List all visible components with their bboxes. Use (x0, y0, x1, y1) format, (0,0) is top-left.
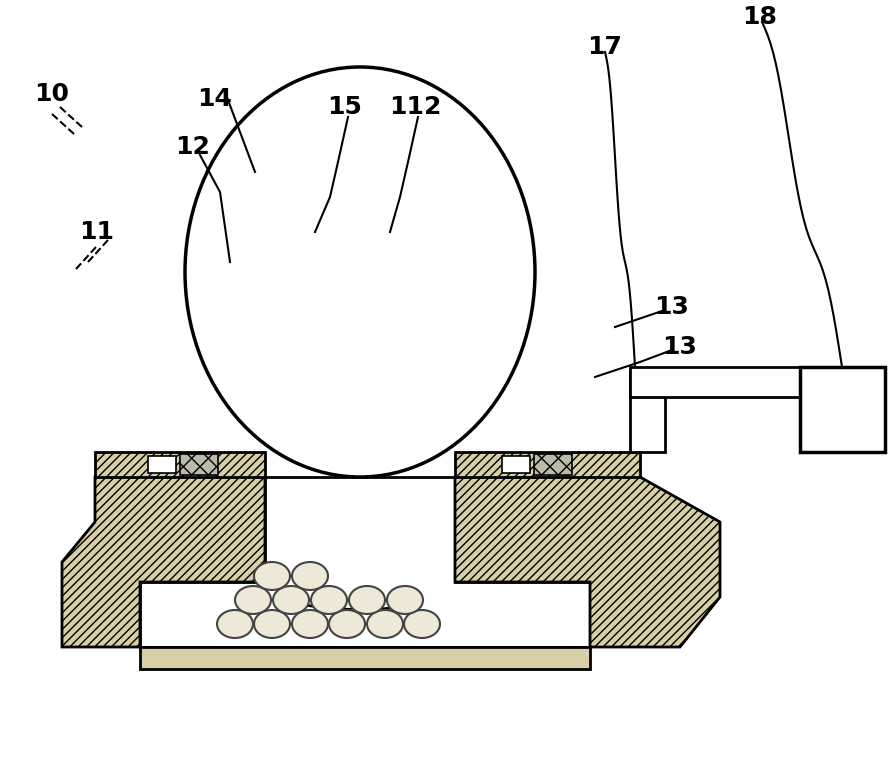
Text: 112: 112 (388, 95, 441, 119)
Bar (800, 367, 885, 452)
Polygon shape (455, 452, 640, 477)
Ellipse shape (329, 610, 365, 638)
Ellipse shape (349, 586, 385, 614)
Ellipse shape (185, 67, 535, 477)
Ellipse shape (387, 586, 423, 614)
Text: 18: 18 (742, 5, 778, 29)
Bar (630, 367, 805, 397)
Ellipse shape (254, 610, 290, 638)
Ellipse shape (254, 562, 290, 590)
Polygon shape (62, 477, 265, 647)
Polygon shape (140, 477, 590, 647)
Polygon shape (455, 477, 720, 647)
Text: 13: 13 (663, 335, 698, 359)
Ellipse shape (292, 610, 328, 638)
Bar (630, 372, 665, 452)
Bar (180, 454, 218, 475)
Ellipse shape (292, 562, 328, 590)
Bar (148, 456, 176, 473)
Text: 14: 14 (198, 87, 233, 111)
Ellipse shape (311, 586, 347, 614)
Text: 13: 13 (655, 295, 690, 319)
Bar (140, 647, 590, 669)
Ellipse shape (273, 586, 309, 614)
Text: 17: 17 (587, 35, 623, 59)
Ellipse shape (404, 610, 440, 638)
Ellipse shape (217, 610, 253, 638)
Text: 10: 10 (35, 82, 69, 106)
Polygon shape (95, 452, 265, 477)
Text: 15: 15 (328, 95, 363, 119)
Text: 12: 12 (176, 135, 210, 159)
Ellipse shape (235, 586, 271, 614)
Text: 11: 11 (79, 220, 115, 244)
Bar (502, 456, 530, 473)
Bar (534, 454, 572, 475)
Ellipse shape (367, 610, 403, 638)
